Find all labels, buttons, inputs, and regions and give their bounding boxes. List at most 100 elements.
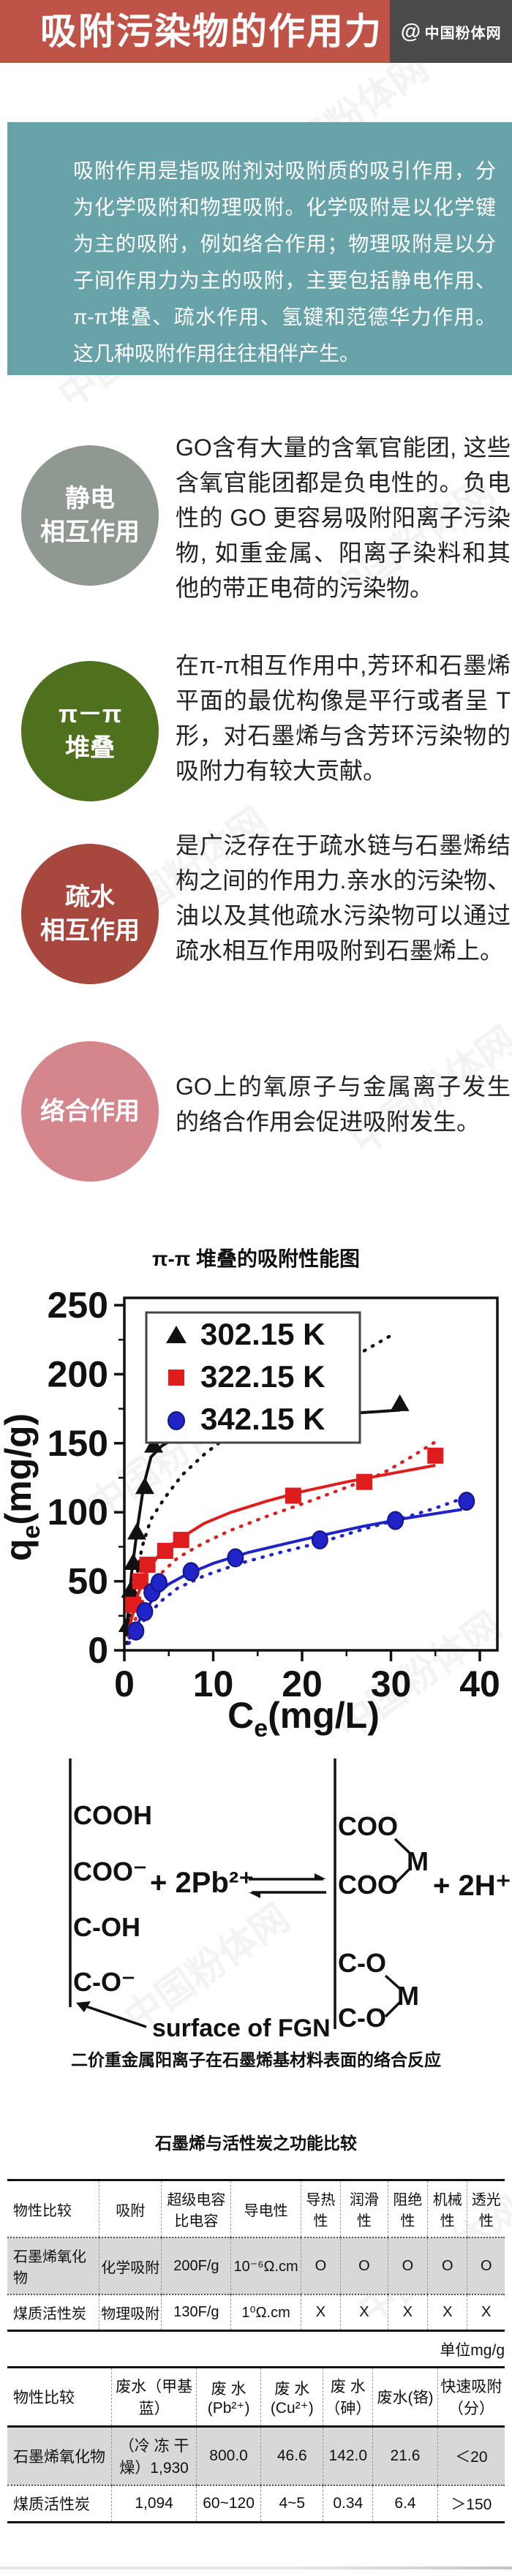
triangle-marker: [390, 1394, 410, 1411]
table-section-title: 石墨烯与活性炭之功能比较: [155, 2134, 357, 2153]
section-badge-electrostatic: 静电 相互作用: [21, 445, 159, 586]
legend-circle-icon: [167, 1411, 185, 1430]
unit-note: 单位mg/g: [440, 2342, 505, 2359]
table-cell: 1⁰Ω.cm: [230, 2294, 301, 2331]
column-header: 透光性: [467, 2180, 505, 2237]
table-row: 煤质活性炭 物理吸附 130F/g 1⁰Ω.cm X X X X X: [7, 2294, 505, 2331]
arrowhead: [315, 1873, 326, 1879]
group-label: C-O: [338, 2003, 386, 2033]
series-fit-line: [124, 1408, 400, 1637]
square-marker: [139, 1556, 156, 1573]
table-cell: 4~5: [260, 2485, 323, 2523]
reaction-svg: COOH COO⁻ C-OH C-O⁻ surface of FGN + 2Pb…: [69, 1759, 511, 2042]
table-cell: O: [387, 2237, 428, 2294]
y-tick-label: 150: [48, 1423, 108, 1464]
surface-label: surface of FGN: [152, 2014, 331, 2042]
legend-square-icon: [168, 1370, 184, 1386]
badge-label: 堆叠: [65, 734, 115, 762]
table-cell: X: [387, 2294, 428, 2331]
group-label: C-OH: [73, 1912, 140, 1942]
bond: [384, 2001, 402, 2018]
table-cell: 60~120: [195, 2485, 261, 2523]
badge-label: 相互作用: [40, 917, 140, 945]
legend-label: 302.15 K: [200, 1317, 325, 1351]
surface-arrowhead: [76, 2001, 91, 2012]
at-logo-icon: @: [400, 20, 421, 42]
badge-label: 疏水: [65, 883, 115, 911]
table-cell: 煤质活性炭: [13, 2306, 86, 2322]
table-cell: O: [467, 2237, 505, 2294]
table-cell: 10⁻⁶Ω.cm: [230, 2237, 301, 2294]
table-cell: 142.0: [323, 2426, 373, 2485]
x-tick-label: 40: [459, 1663, 500, 1704]
chart-title: π-π 堆叠的吸附性能图: [152, 1247, 360, 1270]
circle-marker: [227, 1548, 244, 1568]
adsorption-capacity-table: 物性比较 废水（甲基 蓝）废 水 (Pb²⁺) 废 水 (Cu²⁺) 废 水 （砷）废…: [7, 2366, 505, 2523]
section-text-pi-stacking: 在π-π相互作用中,芳环和石墨烯平面的最优构像是平行或者呈 T 形，对石墨烯与含…: [176, 652, 511, 784]
y-tick-label: 200: [48, 1353, 108, 1394]
table-cell: O: [427, 2237, 467, 2294]
column-header: 废水（甲基 蓝）: [111, 2367, 197, 2427]
series-fit-line: [127, 1508, 463, 1640]
circle-marker: [387, 1511, 404, 1530]
section-text-electrostatic: GO含有大量的含氧官能团, 这些含氧官能团都是负电性的。负电性的 GO 更容易吸…: [176, 434, 511, 601]
table-cell: 0.34: [323, 2485, 373, 2523]
x-tick-label: 10: [193, 1663, 234, 1704]
page-title: 吸附污染物的作用力: [40, 11, 383, 52]
table-cell: （冷 冻 干 燥）1,930: [111, 2426, 197, 2485]
product-label: + 2H⁺: [433, 1870, 511, 1902]
table-cell: 21.6: [372, 2426, 438, 2485]
group-label: COO: [338, 1870, 398, 1900]
table-cell: ＜20: [437, 2426, 505, 2485]
triangle-marker: [121, 1580, 140, 1598]
y-tick-label: 100: [48, 1492, 108, 1533]
square-marker: [157, 1543, 173, 1560]
table-cell: ＞150: [437, 2485, 505, 2523]
table-cell: O: [340, 2237, 388, 2294]
badge-label: 络合作用: [40, 1098, 140, 1125]
column-header: 润滑性: [340, 2180, 388, 2237]
circle-marker: [150, 1573, 167, 1593]
group-label: COO: [338, 1811, 398, 1841]
plot-frame: [123, 1296, 499, 1652]
reaction-diagram: COOH COO⁻ C-OH C-O⁻ surface of FGN + 2Pb…: [0, 1748, 512, 2084]
table-cell: O: [300, 2237, 341, 2294]
table-cell: 煤质活性炭: [13, 2496, 90, 2513]
table-cell: X: [427, 2294, 467, 2331]
table-row: 石墨烯氧化物 （冷 冻 干 燥）1,930 800.0 46.6 142.0 21.6 ＜2…: [7, 2426, 505, 2485]
column-header: 机械性: [427, 2180, 467, 2237]
triangle-marker: [127, 1522, 147, 1540]
x-axis-title: Ce(mg/L): [227, 1695, 380, 1737]
properties-comparison-table: 物性比较 吸附 超级电容 比电容 导电性 导热 性润滑性 阻绝 性机械性 透光性 石墨烯氧化物…: [7, 2179, 505, 2332]
y-tick-label: 250: [48, 1285, 108, 1326]
circle-marker: [136, 1602, 154, 1622]
brand-name: 中国粉体网: [424, 25, 502, 42]
square-marker: [356, 1473, 373, 1490]
circle-marker: [127, 1621, 145, 1641]
arrowhead: [249, 1892, 260, 1898]
badge-label: 静电: [65, 485, 115, 513]
column-header: 废 水 (Pb²⁺): [195, 2367, 261, 2427]
circle-marker: [311, 1530, 328, 1549]
section-badge-complexation: 络合作用: [21, 1041, 159, 1182]
section-text-hydrophobic: 是广泛存在于疏水链与石墨烯结构之间的作用力.亲水的污染物、油以及其他疏水污染物可…: [176, 832, 511, 964]
square-marker: [427, 1447, 444, 1464]
section-badge-pi-stacking: π－π 堆叠: [21, 661, 159, 801]
reaction-caption: 二价重金属阳离子在石墨烯基材料表面的络合反应: [71, 2050, 441, 2069]
brand-box: @ 中国粉体网: [390, 0, 512, 63]
triangle-marker: [124, 1553, 143, 1571]
table-cell: 6.4: [372, 2485, 438, 2523]
footer-divider: [0, 2566, 512, 2569]
legend-label: 322.15 K: [200, 1359, 325, 1394]
column-header: 吸附: [99, 2180, 162, 2237]
header-bar: 吸附污染物的作用力: [0, 0, 390, 63]
table-cell: 石墨烯氧化物: [13, 2249, 86, 2286]
table-cell: 1,094: [111, 2485, 197, 2523]
metal-label: M: [397, 1981, 419, 2011]
legend-label: 342.15 K: [200, 1402, 325, 1436]
table-cell: X: [467, 2294, 505, 2331]
section-text-complexation: GO上的氧原子与金属离子发生的络合作用会促进吸附发生。: [176, 1073, 511, 1135]
reactant-label: + 2Pb²⁺: [150, 1867, 254, 1899]
bond: [384, 1974, 402, 1990]
